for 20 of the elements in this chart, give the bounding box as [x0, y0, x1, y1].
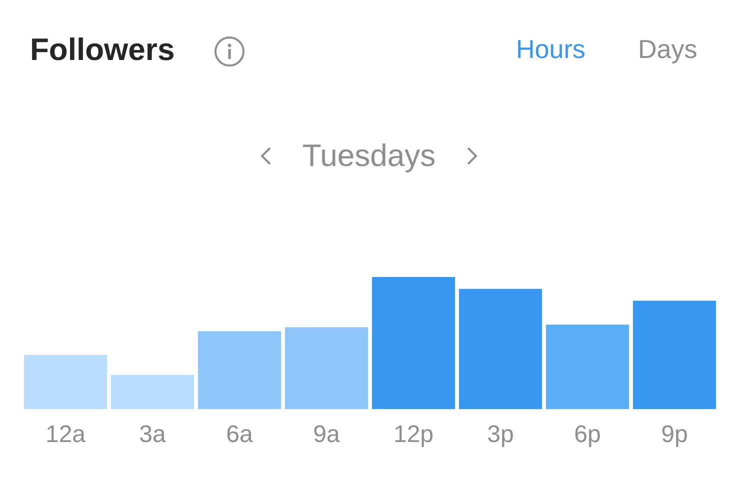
text: Days — [638, 34, 698, 65]
bar — [24, 355, 108, 410]
x-tick-label: 6p — [574, 421, 601, 448]
chart-title: Followers — [30, 32, 175, 68]
bar — [198, 331, 282, 410]
x-tick-label: 12a — [45, 421, 86, 448]
bar — [632, 300, 716, 410]
x-tick-label: 3p — [487, 421, 514, 448]
x-tick-label: 3a — [139, 421, 166, 448]
bar — [458, 288, 542, 410]
bar — [546, 324, 630, 410]
x-tick-label: 9a — [313, 421, 340, 448]
text: Hours — [516, 34, 586, 65]
bar — [284, 327, 368, 410]
x-tick-label: 9p — [661, 421, 688, 448]
chart-subtitle: Tuesdays — [301, 138, 437, 174]
bar — [372, 277, 456, 410]
x-tick-label: 12p — [393, 421, 434, 448]
bar — [110, 374, 194, 410]
x-tick-label: 6a — [226, 421, 254, 448]
